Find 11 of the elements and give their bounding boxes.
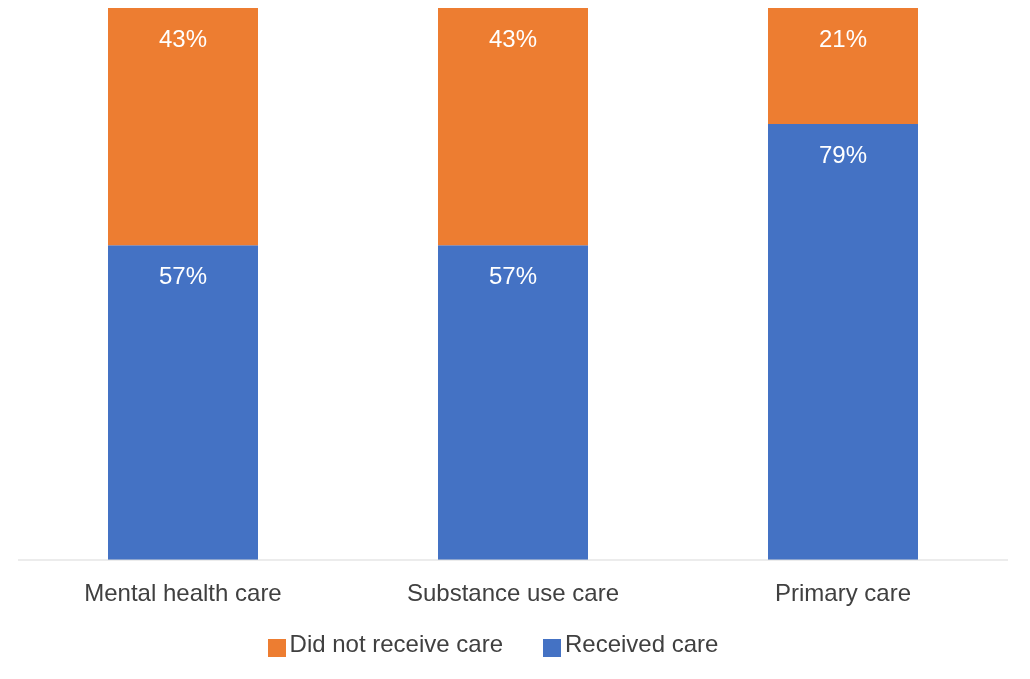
data-label: 57%	[488, 262, 538, 290]
data-label: 43%	[488, 25, 538, 53]
legend-label: Received care	[565, 630, 719, 657]
x-tick-label: Mental health care	[84, 579, 282, 607]
legend-label: Did not receive care	[289, 630, 503, 657]
data-label: 21%	[818, 25, 868, 53]
data-label: 57%	[158, 262, 208, 290]
data-label: 43%	[158, 25, 208, 53]
x-tick-label: Primary care	[774, 579, 912, 607]
x-tick-label: Substance use care	[406, 579, 620, 607]
data-label: 79%	[818, 140, 868, 168]
